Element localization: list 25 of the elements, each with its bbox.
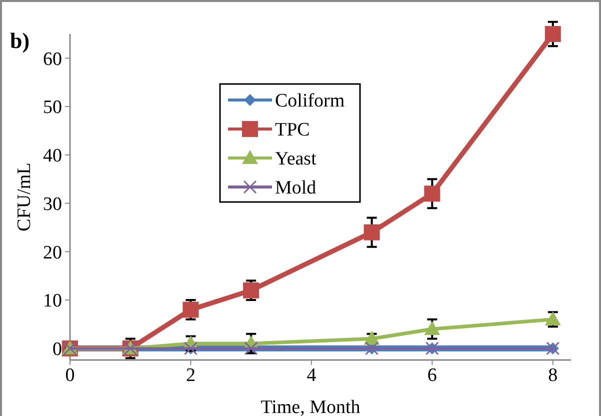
x-tick-label: 6 xyxy=(427,365,437,386)
x-tick-label: 8 xyxy=(548,365,558,386)
y-tick-label: 60 xyxy=(43,48,62,70)
y-tick-label: 10 xyxy=(43,290,62,312)
x-axis-title: Time, Month xyxy=(260,397,361,416)
y-tick-label: 20 xyxy=(43,242,62,264)
point xyxy=(243,282,260,298)
text: b) xyxy=(10,28,30,53)
legend-label: Mold xyxy=(275,178,317,199)
y-tick-label: 30 xyxy=(43,194,62,215)
x-tick-label: 0 xyxy=(65,365,75,386)
point xyxy=(544,311,561,326)
point xyxy=(364,224,380,240)
point xyxy=(424,186,440,202)
y-axis-title: CFU/mL xyxy=(14,162,35,232)
x-tick-label: 2 xyxy=(186,365,196,386)
y-tick-label: 40 xyxy=(43,146,62,167)
legend-label: Coliform xyxy=(275,90,345,112)
legend-label: TPC xyxy=(275,120,310,141)
y-tick-label: 0 xyxy=(52,339,62,360)
point xyxy=(424,321,440,336)
x-tick-label: 4 xyxy=(306,365,317,386)
legend-label: Yeast xyxy=(275,148,318,170)
point xyxy=(544,26,561,42)
y-tick-label: 50 xyxy=(43,97,62,118)
